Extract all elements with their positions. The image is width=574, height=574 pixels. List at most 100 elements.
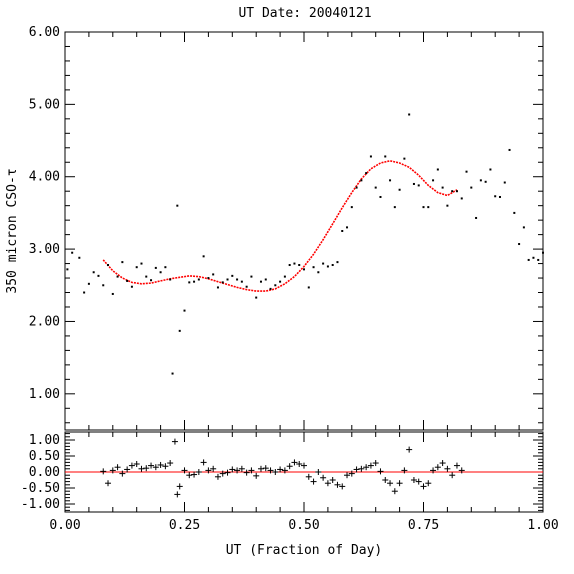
data-point <box>432 179 435 182</box>
residual-points <box>100 438 465 498</box>
residual-point <box>267 467 274 474</box>
data-point <box>331 264 334 267</box>
residual-point <box>124 466 131 473</box>
residual-point <box>234 467 241 474</box>
data-point <box>317 271 320 274</box>
data-point <box>212 273 215 276</box>
data-point <box>279 280 282 283</box>
residual-point <box>243 469 250 476</box>
y-axis-label: 350 micron CSO-τ <box>5 168 20 293</box>
data-point <box>436 168 439 171</box>
main-ytick-label: 6.00 <box>29 25 60 40</box>
xtick-label: 1.00 <box>527 518 558 533</box>
residual-point <box>138 465 145 472</box>
data-point <box>78 256 81 259</box>
data-point <box>513 211 516 214</box>
data-point <box>522 226 525 229</box>
data-point <box>202 255 205 258</box>
data-point <box>384 155 387 158</box>
residual-point <box>114 464 121 471</box>
data-point <box>145 275 148 278</box>
data-point <box>159 271 162 274</box>
data-point <box>412 182 415 185</box>
residual-point <box>339 483 346 490</box>
main-ytick-label: 4.00 <box>29 170 60 185</box>
data-point <box>197 278 200 281</box>
data-point <box>71 251 74 254</box>
residual-point <box>305 473 312 480</box>
data-point <box>350 206 353 209</box>
data-point <box>107 264 110 267</box>
residual-point <box>434 464 441 471</box>
residual-point <box>224 469 231 476</box>
res-ytick-label: -0.50 <box>21 481 60 496</box>
residual-y-tick-labels: 1.000.500.00-0.50-1.00 <box>21 433 60 512</box>
data-point <box>326 265 329 268</box>
data-point <box>518 243 521 246</box>
residual-point <box>348 470 355 477</box>
main-ytick-label: 2.00 <box>29 314 60 329</box>
data-point <box>475 216 478 219</box>
data-point <box>216 286 219 289</box>
xtick-label: 0.75 <box>408 518 439 533</box>
residual-point <box>128 462 135 469</box>
data-point <box>489 168 492 171</box>
residual-point <box>286 463 293 470</box>
residual-point <box>372 460 379 467</box>
data-point <box>441 186 444 189</box>
data-point <box>236 278 239 281</box>
residual-point <box>367 462 374 469</box>
data-point <box>169 278 172 281</box>
residual-point <box>262 465 269 472</box>
data-point <box>255 296 258 299</box>
residual-point <box>310 478 317 485</box>
data-point <box>379 195 382 198</box>
measurement-points <box>66 113 544 375</box>
xtick-label: 0.25 <box>169 518 200 533</box>
data-point <box>274 284 277 287</box>
residual-point <box>301 462 307 469</box>
data-point <box>207 277 210 280</box>
main-ytick-label: 1.00 <box>29 387 60 402</box>
data-point <box>322 262 325 265</box>
residual-point <box>200 459 207 466</box>
data-point <box>245 285 248 288</box>
data-point <box>140 262 143 265</box>
residual-point <box>296 461 303 467</box>
data-point <box>408 113 411 116</box>
residual-point <box>100 468 107 475</box>
data-point <box>393 206 396 209</box>
data-point <box>389 179 392 182</box>
res-ytick-label: 0.00 <box>29 465 60 480</box>
data-point <box>527 258 530 261</box>
data-point <box>66 268 69 271</box>
data-point <box>221 281 224 284</box>
data-point <box>542 251 544 254</box>
residual-point <box>453 462 460 469</box>
data-point <box>365 172 368 175</box>
xtick-label: 0.50 <box>288 518 319 533</box>
data-point <box>470 186 473 189</box>
data-point <box>312 266 315 269</box>
data-point <box>264 278 267 281</box>
residual-point <box>219 470 226 477</box>
data-point <box>374 186 377 189</box>
residual-point <box>257 465 264 472</box>
residual-point <box>229 466 236 473</box>
data-point <box>102 284 105 287</box>
residual-point <box>444 465 451 472</box>
fit-curve-group <box>102 159 458 292</box>
residual-point <box>248 467 255 474</box>
data-point <box>176 204 179 207</box>
residual-axis-ticks <box>64 432 544 512</box>
data-point <box>250 275 253 278</box>
data-point <box>164 266 167 269</box>
data-point <box>188 281 191 284</box>
residual-point <box>415 478 422 485</box>
data-point <box>298 264 301 267</box>
data-point <box>154 266 157 269</box>
residual-point <box>148 462 155 469</box>
data-point <box>336 261 339 264</box>
residual-point <box>195 469 202 475</box>
data-point <box>116 275 119 278</box>
